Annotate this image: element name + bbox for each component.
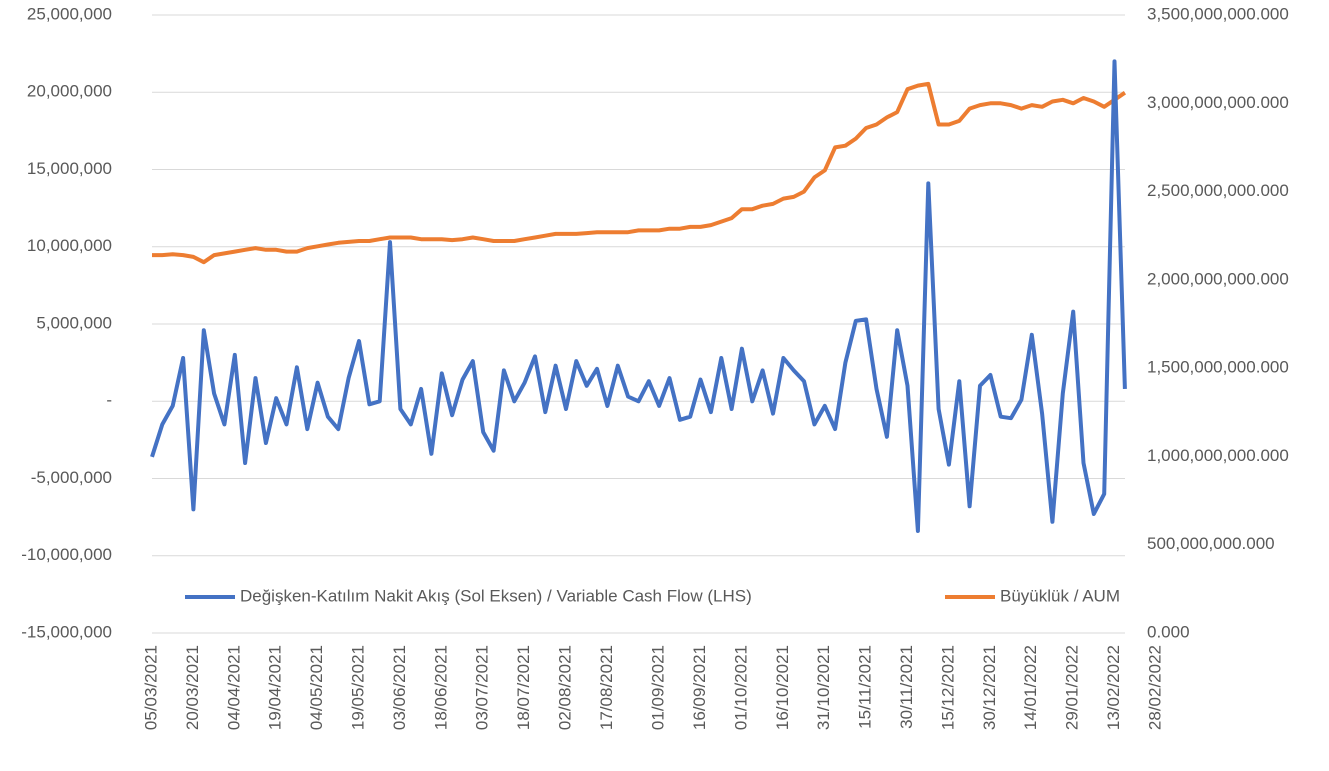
- y-tick-label: -: [106, 391, 112, 410]
- x-tick-label: 15/11/2021: [856, 645, 875, 729]
- y-tick-label: 15,000,000: [27, 159, 112, 178]
- x-tick-label: 18/07/2021: [514, 645, 533, 730]
- x-tick-label: 18/06/2021: [431, 645, 450, 730]
- x-tick-label: 28/02/2022: [1145, 645, 1164, 730]
- x-tick-label: 17/08/2021: [597, 645, 616, 730]
- x-tick-label: 04/05/2021: [307, 645, 326, 730]
- x-tick-label: 19/04/2021: [266, 645, 285, 730]
- y2-tick-label: 2,000,000,000.000: [1147, 269, 1289, 288]
- y2-tick-label: 1,000,000,000.000: [1147, 446, 1289, 465]
- series-line: [152, 81, 1127, 265]
- y-tick-label: -15,000,000: [21, 622, 112, 641]
- x-tick-label: 29/01/2022: [1063, 645, 1082, 730]
- x-tick-label: 20/03/2021: [183, 645, 202, 730]
- x-tick-label: 30/12/2021: [980, 645, 999, 730]
- series-line: [150, 59, 1127, 533]
- y2-tick-label: 2,500,000,000.000: [1147, 181, 1289, 200]
- x-tick-label: 03/06/2021: [390, 645, 409, 730]
- x-tick-label: 16/10/2021: [773, 645, 792, 730]
- x-tick-label: 03/07/2021: [473, 645, 492, 730]
- x-tick-label: 01/10/2021: [731, 645, 750, 730]
- y2-tick-label: 500,000,000.000: [1147, 534, 1275, 553]
- y2-tick-label: 3,500,000,000.000: [1147, 4, 1289, 23]
- y-tick-label: -5,000,000: [31, 468, 112, 487]
- y-tick-label: 25,000,000: [27, 4, 112, 23]
- x-tick-label: 15/12/2021: [938, 645, 957, 730]
- y-tick-label: 20,000,000: [27, 82, 112, 101]
- y-tick-label: 5,000,000: [36, 313, 112, 332]
- legend-label: Değişken-Katılım Nakit Akış (Sol Eksen) …: [240, 586, 752, 605]
- y-tick-label: 10,000,000: [27, 236, 112, 255]
- x-tick-label: 19/05/2021: [348, 645, 367, 730]
- x-tick-label: 14/01/2022: [1021, 645, 1040, 730]
- legend-label: Büyüklük / AUM: [1000, 586, 1120, 605]
- x-tick-label: 13/02/2022: [1104, 645, 1123, 730]
- y-tick-label: -10,000,000: [21, 545, 112, 564]
- x-tick-label: 04/04/2021: [224, 645, 243, 730]
- x-tick-label: 31/10/2021: [814, 645, 833, 730]
- x-tick-label: 30/11/2021: [897, 645, 916, 729]
- x-tick-label: 01/09/2021: [649, 645, 668, 730]
- x-tick-label: 02/08/2021: [555, 645, 574, 730]
- y2-tick-label: 1,500,000,000.000: [1147, 358, 1289, 377]
- x-tick-label: 05/03/2021: [141, 645, 160, 730]
- x-tick-label: 16/09/2021: [690, 645, 709, 730]
- y2-tick-label: 3,000,000,000.000: [1147, 93, 1289, 112]
- y2-tick-label: 0.000: [1147, 622, 1190, 641]
